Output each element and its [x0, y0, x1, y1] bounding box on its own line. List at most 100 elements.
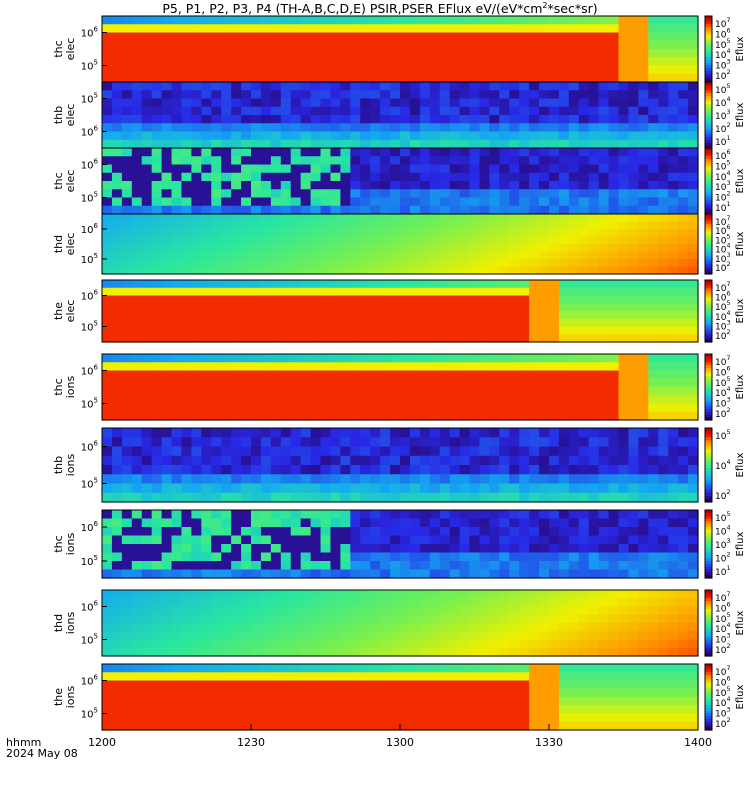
heatmap-cell [489, 123, 500, 132]
heatmap-cell [271, 447, 282, 457]
heatmap-cell [142, 623, 153, 632]
heatmap-cell [251, 41, 262, 50]
heatmap-cell [589, 412, 600, 421]
heatmap-cell [191, 648, 202, 657]
heatmap-cell [549, 165, 560, 174]
heatmap-cell [251, 156, 262, 165]
heatmap-cell [589, 206, 600, 215]
heatmap-cell [321, 437, 332, 447]
heatmap-cell [370, 428, 381, 438]
heatmap-cell [181, 148, 192, 157]
heatmap-cell [281, 570, 292, 579]
heatmap-cell [460, 672, 471, 681]
heatmap-cell [102, 303, 113, 311]
heatmap-cell [609, 57, 620, 66]
heatmap-cell [450, 437, 461, 447]
heatmap-cell [668, 148, 679, 157]
heatmap-cell [589, 259, 600, 267]
heatmap-cell [450, 303, 461, 311]
heatmap-cell [569, 474, 580, 484]
heatmap-cell [688, 648, 699, 657]
heatmap-cell [589, 24, 600, 33]
heatmap-cell [509, 465, 520, 475]
heatmap-cell [589, 267, 600, 275]
heatmap-cell [340, 648, 351, 657]
heatmap-cell [470, 229, 481, 237]
heatmap-cell [122, 66, 133, 75]
heatmap-cell [321, 664, 332, 673]
heatmap-cell [191, 510, 202, 519]
heatmap-cell [172, 267, 183, 275]
heatmap-cell [628, 484, 639, 494]
heatmap-cell [529, 229, 540, 237]
heatmap-cell [519, 362, 530, 371]
heatmap-cell [648, 90, 659, 99]
heatmap-cell [251, 237, 262, 245]
heatmap-cell [658, 527, 669, 536]
heatmap-cell [340, 57, 351, 66]
heatmap-cell [658, 229, 669, 237]
heatmap-cell [539, 259, 550, 267]
heatmap-cell [112, 57, 123, 66]
heatmap-cell [370, 123, 381, 132]
heatmap-cell [619, 387, 630, 396]
colorbar-tick-label: 102 [715, 489, 730, 502]
heatmap-cell [589, 428, 600, 438]
heatmap-cell [201, 267, 212, 275]
heatmap-cell [579, 198, 590, 207]
heatmap-cell [181, 362, 192, 371]
heatmap-cell [380, 165, 391, 174]
heatmap-cell [311, 244, 322, 252]
y-tick-label: 106 [81, 364, 99, 378]
heatmap-cell [668, 484, 679, 494]
heatmap-cell [380, 371, 391, 380]
heatmap-cell [221, 259, 232, 267]
heatmap-cell [599, 267, 610, 275]
heatmap-cell [549, 561, 560, 570]
heatmap-cell [231, 132, 242, 141]
heatmap-cell [162, 206, 173, 215]
heatmap-cell [479, 428, 490, 438]
heatmap-cell [330, 722, 341, 731]
heatmap-cell [122, 244, 133, 252]
heatmap-cell [142, 570, 153, 579]
heatmap-cell [112, 244, 123, 252]
heatmap-cell [549, 598, 560, 607]
heatmap-cell [430, 544, 441, 553]
heatmap-cell [499, 214, 510, 222]
heatmap-cell [340, 623, 351, 632]
heatmap-cell [479, 229, 490, 237]
colorbar-tick-label: 101 [715, 565, 730, 578]
heatmap-cell [281, 327, 292, 335]
heatmap-cell [241, 280, 252, 288]
heatmap-cell [420, 437, 431, 447]
heatmap-cell [559, 428, 570, 438]
heatmap-cell [102, 123, 113, 132]
heatmap-cell [172, 428, 183, 438]
heatmap-cell [301, 115, 312, 124]
heatmap-cell [589, 132, 600, 141]
heatmap-cell [271, 493, 282, 503]
heatmap-cell [589, 181, 600, 190]
heatmap-cell [589, 222, 600, 230]
heatmap-cell [181, 437, 192, 447]
heatmap-cell [410, 437, 421, 447]
heatmap-cell [152, 631, 163, 640]
heatmap-cell [648, 484, 659, 494]
heatmap-cell [470, 371, 481, 380]
heatmap-cell [261, 90, 272, 99]
heatmap-cell [569, 148, 580, 157]
heatmap-cell [509, 319, 520, 327]
heatmap-cell [360, 631, 371, 640]
heatmap-cell [281, 371, 292, 380]
heatmap-cell [221, 252, 232, 260]
heatmap-cell [321, 607, 332, 616]
heatmap-cell [489, 519, 500, 528]
heatmap-cell [470, 447, 481, 457]
heatmap-cell [281, 412, 292, 421]
heatmap-cell [231, 681, 242, 690]
heatmap-cell [450, 90, 461, 99]
heatmap-cell [678, 33, 689, 42]
heatmap-cell [519, 229, 530, 237]
heatmap-cell [420, 288, 431, 296]
